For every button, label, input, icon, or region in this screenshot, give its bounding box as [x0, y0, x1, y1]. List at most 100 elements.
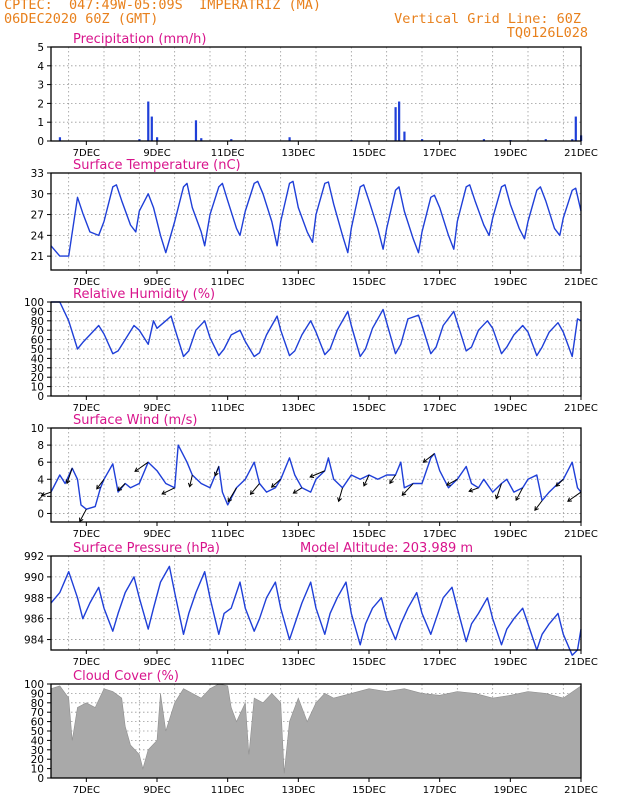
humidity-title: Relative Humidity (%) [73, 287, 215, 302]
humidity-ytick-label: 30 [31, 363, 44, 375]
pressure-xtick-label: 17DEC [423, 657, 457, 668]
wind-vector [66, 468, 73, 484]
cloud-xtick-label: 21DEC [564, 785, 598, 796]
cloud-xtick-label: 7DEC [73, 785, 100, 796]
cloud-ytick-label: 100 [24, 679, 44, 691]
pressure-xtick-label: 9DEC [143, 657, 170, 668]
pressure-xtick-label: 7DEC [73, 657, 100, 668]
wind-vector-head [401, 491, 407, 496]
temperature-xtick-label: 7DEC [73, 277, 100, 288]
pressure-series-line [50, 565, 582, 656]
cloud-ytick-label: 60 [31, 717, 44, 729]
wind-vector [117, 483, 126, 491]
wind-vector-head [494, 494, 500, 500]
humidity-xtick-label: 15DEC [352, 403, 386, 414]
cloud-xtick-label: 9DEC [143, 785, 170, 796]
pressure-ytick-label: 992 [24, 551, 44, 563]
wind-vector [79, 508, 87, 522]
humidity-ytick-label: 20 [31, 372, 44, 384]
temperature-xtick-label: 9DEC [143, 277, 170, 288]
temperature-xtick-label: 11DEC [211, 277, 245, 288]
wind-vector-head [337, 497, 342, 503]
wind-vector [161, 487, 175, 495]
precip-bar [574, 116, 577, 141]
wind-panel: 0 2 4 6 8 10 7DEC 9DEC 11DEC 13DEC 15DEC 17DEC 19DEC… [31, 413, 598, 540]
precip-xtick-label: 21DEC [564, 148, 598, 159]
precip-bar [482, 139, 486, 141]
wind-xtick-label: 11DEC [211, 529, 245, 540]
precip-bar [421, 139, 424, 141]
precip-bar [58, 137, 62, 141]
station-header: CPTEC: 047:49W-05:09S IMPERATRIZ (MA) [4, 0, 321, 13]
precip-bar [398, 101, 401, 141]
precip-bar [156, 137, 159, 141]
temperature-ytick-label: 21 [31, 251, 44, 263]
cloud-ytick-label: 70 [31, 707, 44, 719]
precip-panel: 0 1 2 3 4 5 7DEC 9DEC 11DEC 13DEC 15DEC 17DEC 19DEC 2… [37, 32, 598, 159]
wind-vector [389, 474, 396, 484]
wind-vector-head [270, 483, 276, 488]
pressure-xtick-label: 21DEC [564, 657, 598, 668]
pressure-ytick-label: 984 [24, 635, 44, 647]
pressure-panel: 984 986 988 990 992 7DEC 9DEC 11DEC 13DEC 15DEC 17… [24, 541, 598, 668]
precip-bar [138, 139, 141, 141]
cloud-xtick-label: 13DEC [281, 785, 315, 796]
humidity-ytick-label: 50 [31, 344, 44, 356]
pressure-xtick-label: 19DEC [493, 657, 527, 668]
wind-xtick-label: 21DEC [564, 529, 598, 540]
precip-bar [200, 138, 203, 141]
wind-vector [363, 474, 370, 487]
wind-frame [50, 427, 582, 523]
wind-series-line [50, 444, 582, 510]
wind-vector-head [445, 481, 451, 486]
precip-ytick-label: 1 [37, 117, 44, 129]
wind-vector [468, 487, 479, 492]
cloud-xtick-label: 15DEC [352, 785, 386, 796]
wind-vector-head [309, 473, 315, 479]
pressure-ytick-label: 990 [24, 572, 44, 584]
precip-bar [288, 137, 291, 141]
precip-bar [403, 131, 406, 141]
precip-title: Precipitation (mm/h) [73, 32, 206, 47]
precip-bar [394, 107, 397, 141]
wind-vector-head [534, 506, 539, 511]
precip-xtick-label: 17DEC [423, 148, 457, 159]
wind-vector-head [213, 471, 219, 477]
precip-bar [150, 116, 153, 141]
precip-xtick-label: 9DEC [143, 148, 170, 159]
wind-ytick-label: 2 [37, 491, 44, 503]
cloud-xtick-label: 11DEC [211, 785, 245, 796]
precip-xtick-label: 13DEC [281, 148, 315, 159]
humidity-series-line [51, 301, 582, 358]
temperature-xtick-label: 21DEC [564, 277, 598, 288]
temperature-series-line [50, 180, 582, 257]
temperature-frame [50, 172, 582, 271]
pressure-xtick-label: 11DEC [211, 657, 245, 668]
wind-vector [515, 487, 524, 501]
pressure-title: Surface Pressure (hPa) [73, 541, 220, 556]
humidity-frame [50, 301, 582, 397]
wind-xtick-label: 7DEC [73, 529, 100, 540]
precip-ytick-label: 0 [37, 136, 44, 148]
wind-vector-head [227, 497, 233, 503]
wind-vector-head [468, 487, 474, 493]
humidity-ytick-label: 100 [24, 297, 44, 309]
wind-vector [534, 500, 543, 511]
wind-vector-head [292, 489, 298, 494]
wind-vector [495, 483, 502, 499]
pressure-annotation: Model Altitude: 203.989 m [300, 541, 473, 556]
wind-vector-head [187, 482, 193, 488]
wind-vector [41, 491, 52, 496]
wind-vector-head [389, 479, 394, 485]
cloud-ytick-label: 30 [31, 745, 44, 757]
cloud-area [50, 683, 582, 779]
cloud-xtick-label: 19DEC [493, 785, 527, 796]
cloud-frame [50, 683, 582, 779]
humidity-xtick-label: 13DEC [281, 403, 315, 414]
cloud-ytick-label: 0 [37, 773, 44, 785]
precip-bar [571, 139, 574, 141]
cloud-ytick-label: 40 [31, 735, 44, 747]
